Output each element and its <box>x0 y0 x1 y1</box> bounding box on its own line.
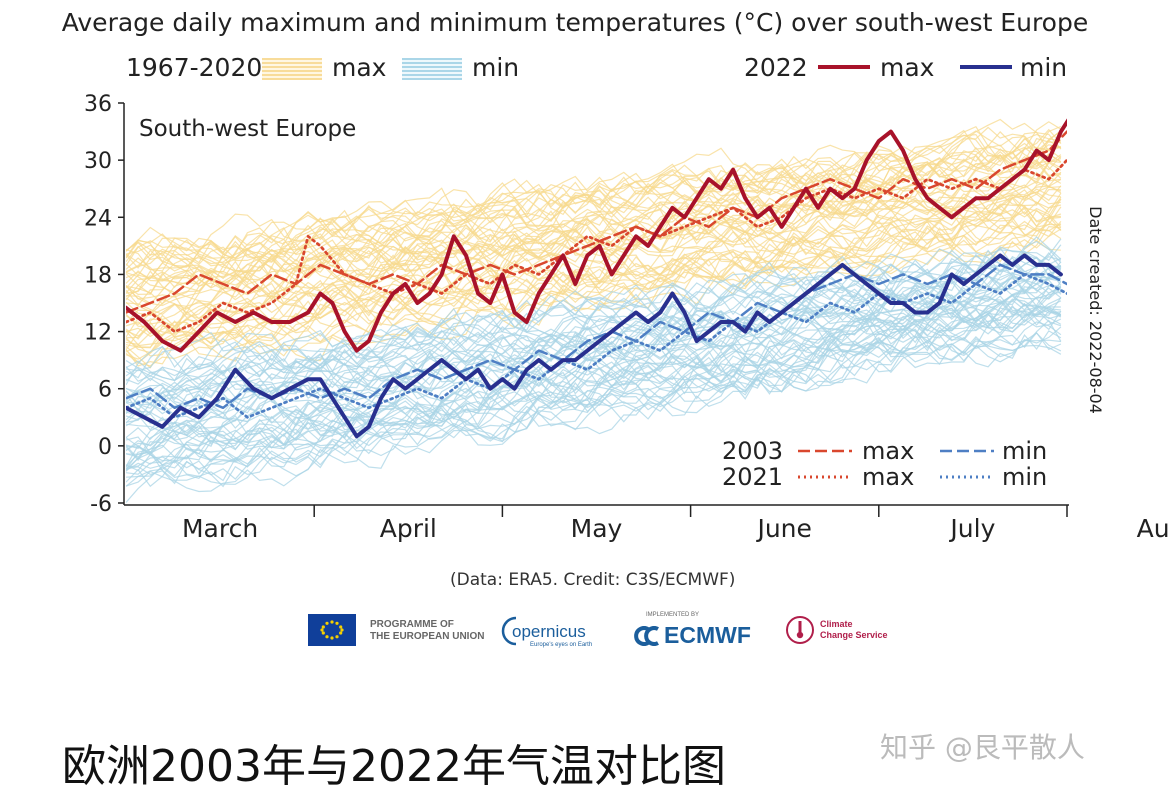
legend-2003-min-label: min <box>1002 437 1047 465</box>
x-tick-label: May <box>571 514 623 543</box>
ccs-line1: Climate <box>820 619 853 629</box>
climatology-min-line <box>126 302 1062 466</box>
ccs-text: Climate Change Service <box>820 619 888 641</box>
climatology-min-line <box>126 290 1061 459</box>
climatology-min-line <box>126 238 1062 379</box>
climatology-max-line <box>126 204 1062 351</box>
climatology-min-line <box>126 271 1062 425</box>
legend-climatology-max-label: max <box>332 53 387 82</box>
climatology-min-line <box>126 240 1062 385</box>
copernicus-arc-icon <box>501 616 517 646</box>
thermometer-icon <box>786 616 814 644</box>
climatology-min-line <box>126 330 1062 488</box>
climatology-min-line <box>126 282 1062 433</box>
date-created-note: Date created: 2022-08-04 <box>1086 206 1105 414</box>
climatology-min-line <box>126 310 1062 485</box>
climatology-max-line <box>126 198 1062 348</box>
climatology-min-line <box>126 319 1062 503</box>
climatology-min-line <box>126 326 1062 475</box>
legend-climatology-min-swatch <box>402 58 462 80</box>
legend-2003-label: 2003 <box>722 437 783 465</box>
ecmwf-swirl-icon <box>634 626 659 646</box>
climatology-max-line <box>126 130 1062 278</box>
climatology-min-line <box>126 297 1062 452</box>
y-tick-label: 18 <box>84 263 112 288</box>
watermark: 知乎 @艮平散人 <box>880 731 1085 764</box>
legend-2022-max-label: max <box>880 53 935 82</box>
climatology-min-line <box>126 332 1062 487</box>
y-tick-label: 30 <box>84 149 112 174</box>
legend-climatology-min-label: min <box>472 53 520 82</box>
climatology-min-line <box>126 286 1062 453</box>
climatology-min-line <box>126 302 1062 467</box>
climatology-max-line <box>126 161 1062 307</box>
x-tick-label: July <box>948 514 995 543</box>
climatology-min-line <box>126 257 1062 378</box>
series-2021-max-line <box>126 158 1067 334</box>
x-tick-label: June <box>755 514 811 543</box>
climatology-max-line <box>126 160 1062 303</box>
eu-flag-logo <box>308 614 356 646</box>
y-tick-label: 36 <box>84 92 112 117</box>
y-tick-label: 6 <box>98 378 112 403</box>
y-tick-label: 24 <box>84 206 112 231</box>
climatology-max-line <box>126 216 1061 357</box>
climatology-max-line <box>126 182 1062 322</box>
y-tick-label: -6 <box>90 492 112 517</box>
x-tick-label: March <box>182 514 258 543</box>
ecmwf-implemented-by: IMPLEMENTED BY <box>646 612 700 618</box>
climatology-min-line <box>126 300 1062 472</box>
ecmwf-wordmark: ECMWF <box>664 622 751 648</box>
climatology-max-line <box>126 136 1062 269</box>
legend-2021-label: 2021 <box>722 463 783 491</box>
eu-line1: PROGRAMME OF <box>370 619 454 630</box>
climatology-max-line <box>126 231 1061 367</box>
copernicus-tagline: Europe's eyes on Earth <box>530 642 593 648</box>
legend-2022-min-label: min <box>1020 53 1068 82</box>
series-2022-min-line <box>126 253 1063 439</box>
image-caption: 欧洲2003年与2022年气温对比图 <box>62 741 726 792</box>
legend-2003-max-label: max <box>862 437 914 465</box>
climatology-min-line <box>126 263 1062 409</box>
eu-line2: THE EUROPEAN UNION <box>370 631 485 642</box>
climatology-min-line <box>126 264 1062 398</box>
climatology-min-line <box>126 252 1062 372</box>
climatology-min-line <box>126 331 1062 493</box>
climatology-min-line <box>126 304 1062 470</box>
legend-2022-min-line <box>960 65 1012 69</box>
climatology-min-line <box>126 271 1062 415</box>
eu-programme-text: PROGRAMME OF THE EUROPEAN UNION <box>370 619 484 643</box>
y-tick-label: 12 <box>84 321 112 346</box>
eu-stars-icon <box>320 620 344 640</box>
legend-2022-max-line <box>818 65 870 69</box>
panel-label: South-west Europe <box>139 116 356 142</box>
legend-2021-max-label: max <box>862 463 914 491</box>
y-tick-label: 0 <box>98 435 112 460</box>
series-2021-min-line <box>126 272 1067 419</box>
legend-climatology-max-swatch <box>262 58 322 80</box>
climatology-max-line <box>126 197 1062 338</box>
series-2003-max-line <box>126 130 1067 314</box>
legend-2022-label: 2022 <box>744 53 808 82</box>
climatology-max-line <box>126 171 1061 305</box>
climatology-max-line <box>126 129 1062 272</box>
legend-2021-min-label: min <box>1002 463 1047 491</box>
legend-climatology-label: 1967-2020 <box>126 53 263 82</box>
copernicus-wordmark: opernicus <box>512 622 586 641</box>
chart-title: Average daily maximum and minimum temper… <box>61 8 1089 37</box>
climatology-min-line <box>126 287 1062 425</box>
ccs-line2: Change Service <box>820 630 888 640</box>
data-credit: (Data: ERA5. Credit: C3S/ECMWF) <box>450 570 736 590</box>
climatology-min-line <box>126 295 1062 460</box>
x-tick-label: April <box>380 514 437 543</box>
series-2022-max-line <box>126 118 1067 353</box>
x-tick-label: Aug <box>1137 514 1170 543</box>
climatology-max-line <box>126 173 1061 294</box>
climatology-min-line <box>126 252 1062 385</box>
